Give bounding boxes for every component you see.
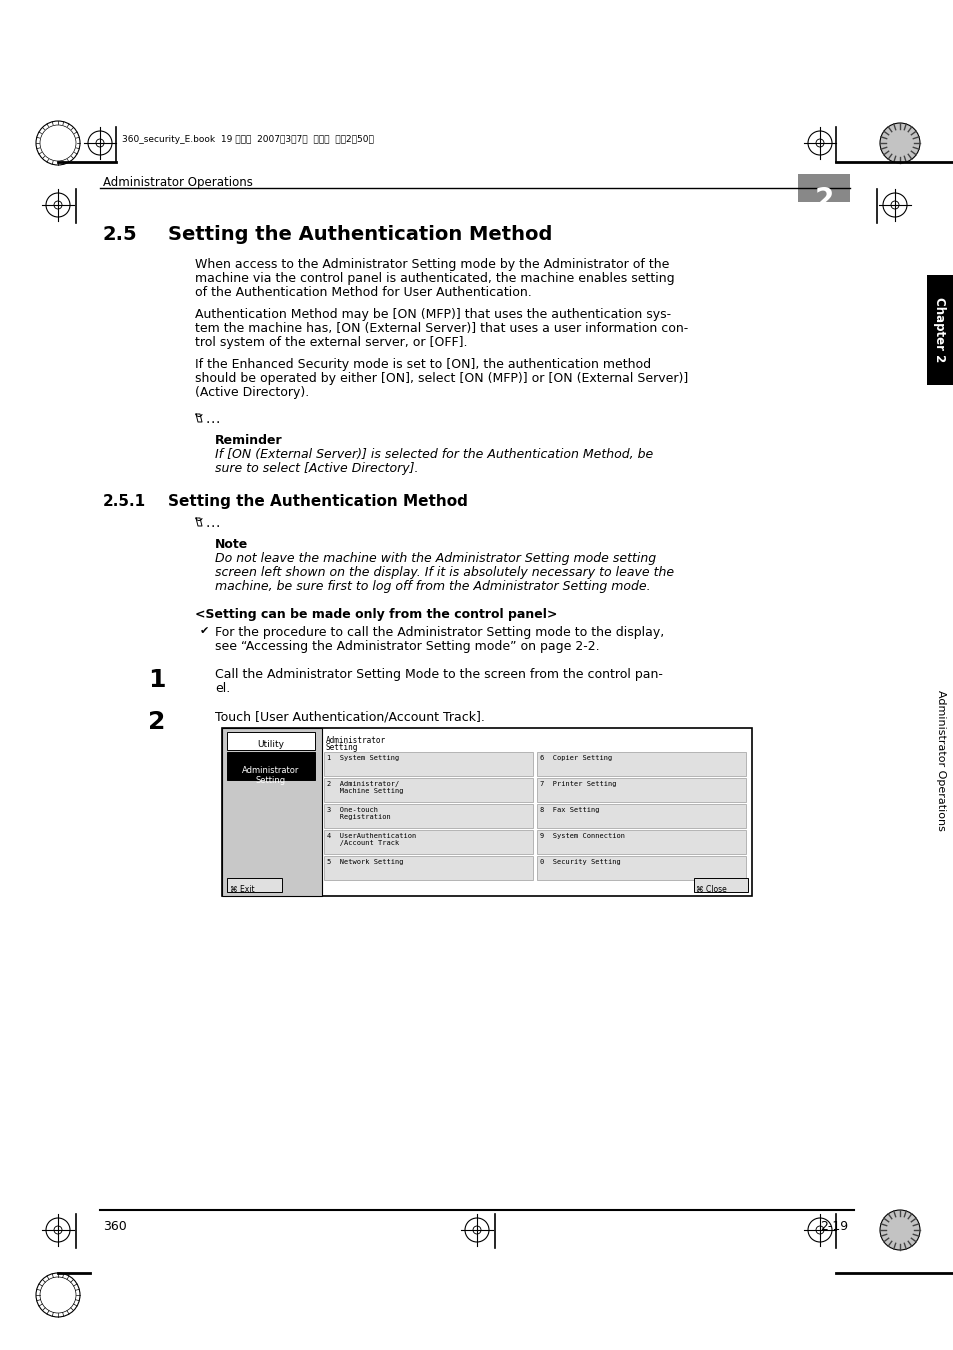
Text: 1: 1 bbox=[148, 668, 165, 693]
Text: Setting the Authentication Method: Setting the Authentication Method bbox=[168, 225, 552, 244]
Text: machine via the control panel is authenticated, the machine enables setting: machine via the control panel is authent… bbox=[194, 271, 674, 285]
Text: 2.5: 2.5 bbox=[103, 225, 137, 244]
Text: When access to the Administrator Setting mode by the Administrator of the: When access to the Administrator Setting… bbox=[194, 258, 669, 271]
Circle shape bbox=[879, 1210, 919, 1250]
Bar bbox=[222, 728, 751, 896]
Text: should be operated by either [ON], select [ON (MFP)] or [ON (External Server)]: should be operated by either [ON], selec… bbox=[194, 373, 687, 385]
Text: see “Accessing the Administrator Setting mode” on page 2-2.: see “Accessing the Administrator Setting… bbox=[214, 640, 599, 653]
Text: .: . bbox=[211, 516, 215, 531]
Text: Touch [User Authentication/Account Track].: Touch [User Authentication/Account Track… bbox=[214, 710, 484, 724]
Text: .: . bbox=[206, 412, 210, 427]
Circle shape bbox=[879, 123, 919, 163]
Text: 360_security_E.book  19 ページ  2007年3月7日  水曜日  午後2時50分: 360_security_E.book 19 ページ 2007年3月7日 水曜日… bbox=[122, 135, 374, 144]
Text: 5  Network Setting: 5 Network Setting bbox=[327, 859, 403, 865]
Text: (Active Directory).: (Active Directory). bbox=[194, 386, 309, 400]
Bar bbox=[926, 275, 953, 385]
Text: 2-19: 2-19 bbox=[819, 1220, 847, 1233]
Text: 2.5.1: 2.5.1 bbox=[103, 494, 146, 509]
Bar bbox=[324, 778, 533, 802]
Text: 2  Administrator/
   Machine Setting: 2 Administrator/ Machine Setting bbox=[327, 782, 403, 794]
Text: For the procedure to call the Administrator Setting mode to the display,: For the procedure to call the Administra… bbox=[214, 626, 663, 639]
Text: <Setting can be made only from the control panel>: <Setting can be made only from the contr… bbox=[194, 608, 557, 621]
Text: 9  System Connection: 9 System Connection bbox=[539, 833, 624, 838]
Text: .: . bbox=[206, 516, 210, 531]
Bar bbox=[537, 778, 745, 802]
Text: ⌘ Close: ⌘ Close bbox=[696, 886, 726, 894]
Text: Reminder: Reminder bbox=[214, 433, 282, 447]
Text: of the Authentication Method for User Authentication.: of the Authentication Method for User Au… bbox=[194, 286, 531, 298]
Text: 7  Printer Setting: 7 Printer Setting bbox=[539, 782, 616, 787]
Text: el.: el. bbox=[214, 682, 230, 695]
Text: screen left shown on the display. If it is absolutely necessary to leave the: screen left shown on the display. If it … bbox=[214, 566, 674, 579]
Text: 360: 360 bbox=[103, 1220, 127, 1233]
Text: Utility: Utility bbox=[257, 740, 284, 749]
Text: Administrator Operations: Administrator Operations bbox=[935, 690, 945, 830]
Text: 1  System Setting: 1 System Setting bbox=[327, 755, 399, 761]
Text: 4  UserAuthentication
   /Account Track: 4 UserAuthentication /Account Track bbox=[327, 833, 416, 846]
Text: ✔: ✔ bbox=[200, 626, 209, 636]
Text: 6  Copier Setting: 6 Copier Setting bbox=[539, 755, 612, 761]
Text: 8  Fax Setting: 8 Fax Setting bbox=[539, 807, 598, 813]
Text: If [ON (External Server)] is selected for the Authentication Method, be: If [ON (External Server)] is selected fo… bbox=[214, 448, 653, 460]
Bar bbox=[227, 878, 282, 892]
Text: Administrator: Administrator bbox=[326, 736, 386, 745]
Text: 2: 2 bbox=[148, 710, 165, 734]
Text: Note: Note bbox=[214, 539, 248, 551]
Text: machine, be sure first to log off from the Administrator Setting mode.: machine, be sure first to log off from t… bbox=[214, 580, 650, 593]
Text: Administrator
Setting: Administrator Setting bbox=[242, 765, 299, 786]
Text: Chapter 2: Chapter 2 bbox=[933, 297, 945, 363]
Bar bbox=[324, 830, 533, 855]
Bar bbox=[324, 856, 533, 880]
Bar bbox=[222, 728, 322, 896]
Text: trol system of the external server, or [OFF].: trol system of the external server, or [… bbox=[194, 336, 467, 350]
Text: tem the machine has, [ON (External Server)] that uses a user information con-: tem the machine has, [ON (External Serve… bbox=[194, 323, 687, 335]
Bar bbox=[537, 805, 745, 828]
Bar bbox=[324, 752, 533, 776]
Text: Do not leave the machine with the Administrator Setting mode setting: Do not leave the machine with the Admini… bbox=[214, 552, 656, 566]
Text: ⌘ Exit: ⌘ Exit bbox=[230, 886, 254, 894]
Text: Setting: Setting bbox=[326, 743, 358, 752]
Bar bbox=[797, 174, 849, 202]
Text: 3  One-touch
   Registration: 3 One-touch Registration bbox=[327, 807, 391, 819]
Bar bbox=[693, 878, 747, 892]
Text: .: . bbox=[215, 412, 220, 427]
Text: sure to select [Active Directory].: sure to select [Active Directory]. bbox=[214, 462, 418, 475]
Text: .: . bbox=[215, 516, 220, 531]
Bar bbox=[537, 752, 745, 776]
Text: 0  Security Setting: 0 Security Setting bbox=[539, 859, 620, 865]
Bar bbox=[537, 856, 745, 880]
Text: Authentication Method may be [ON (MFP)] that uses the authentication sys-: Authentication Method may be [ON (MFP)] … bbox=[194, 308, 670, 321]
Text: .: . bbox=[211, 412, 215, 427]
Text: If the Enhanced Security mode is set to [ON], the authentication method: If the Enhanced Security mode is set to … bbox=[194, 358, 651, 371]
Text: Call the Administrator Setting Mode to the screen from the control pan-: Call the Administrator Setting Mode to t… bbox=[214, 668, 662, 680]
Text: Setting the Authentication Method: Setting the Authentication Method bbox=[168, 494, 467, 509]
Bar bbox=[227, 732, 314, 751]
Text: 2: 2 bbox=[814, 186, 833, 215]
Bar bbox=[227, 752, 314, 780]
Bar bbox=[324, 805, 533, 828]
Bar bbox=[537, 830, 745, 855]
Text: Administrator Operations: Administrator Operations bbox=[103, 176, 253, 189]
